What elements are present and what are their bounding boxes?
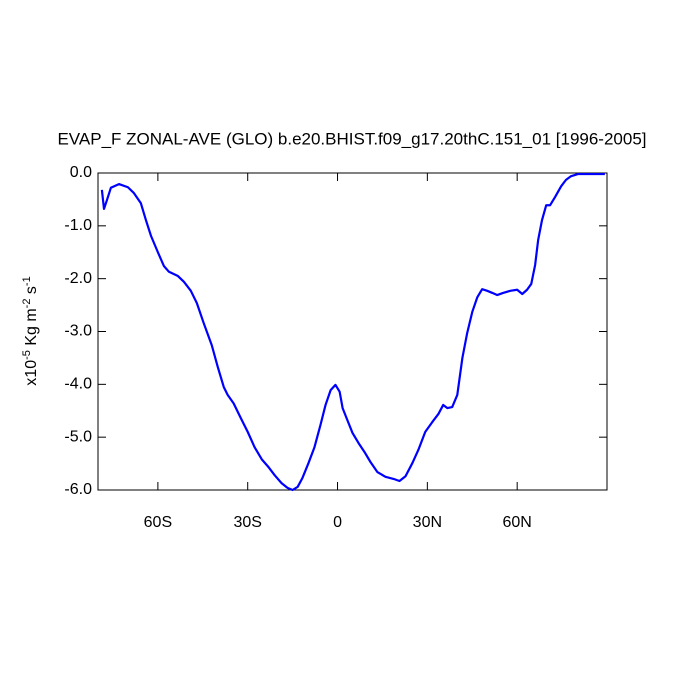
y-tick-label: -6.0 xyxy=(64,481,92,498)
data-line xyxy=(100,172,605,492)
x-tick-label: 60N xyxy=(502,514,531,531)
x-tick-label: 30S xyxy=(233,514,261,531)
y-axis-label: x10-5 Kg m-2 s-1 xyxy=(21,276,40,385)
y-axis-label-part: -2 xyxy=(21,299,33,309)
y-axis-label-part: -5 xyxy=(21,350,33,360)
y-tick-label: -2.0 xyxy=(64,270,92,287)
y-tick-label: 0.0 xyxy=(70,164,92,181)
y-axis-label-part: s xyxy=(23,286,40,298)
y-axis-label-part: x10 xyxy=(23,360,40,386)
x-tick-label: 0 xyxy=(333,514,342,531)
plot-frame xyxy=(97,172,608,491)
y-tick-label: -4.0 xyxy=(64,376,92,393)
x-tick-label: 30N xyxy=(413,514,442,531)
y-tick-label: -1.0 xyxy=(64,217,92,234)
chart-title: EVAP_F ZONAL-AVE (GLO) b.e20.BHIST.f09_g… xyxy=(57,129,646,148)
y-tick-label: -5.0 xyxy=(64,428,92,445)
y-axis-label-part: -1 xyxy=(21,276,33,286)
y-tick-label: -3.0 xyxy=(64,323,92,340)
y-axis-label-part: Kg m xyxy=(23,308,40,350)
x-tick-label: 60S xyxy=(144,514,172,531)
